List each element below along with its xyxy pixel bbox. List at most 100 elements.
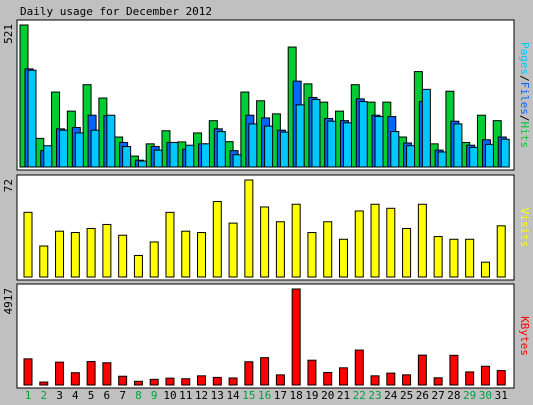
legend-files-label: Files [518,82,531,115]
bar-pages-day-22 [358,101,368,168]
bar-visits-day-28 [449,238,459,278]
x-tick-day-7: 7 [119,389,126,402]
x-tick-day-11: 11 [179,389,192,402]
bar-visits-day-3 [55,230,65,278]
bar-kbytes-day-3 [55,361,65,386]
legend-visits: Visits [518,208,531,248]
bar-kbytes-day-21 [338,367,348,386]
bar-kbytes-day-10 [165,377,175,386]
bar-pages-day-17 [279,131,289,168]
bar-kbytes-day-27 [433,377,443,386]
bar-pages-day-11 [185,144,195,168]
chart-title: Daily usage for December 2012 [20,5,212,18]
bar-kbytes-day-16 [260,357,270,386]
bar-pages-day-13 [216,131,226,168]
bar-kbytes-day-29 [465,371,475,386]
x-tick-day-17: 17 [274,389,287,402]
x-tick-day-8: 8 [135,389,142,402]
bar-pages-day-24 [390,131,400,168]
bar-visits-day-31 [496,225,506,278]
bar-pages-day-21 [342,122,352,168]
bar-kbytes-day-19 [307,359,317,386]
bar-kbytes-day-1 [23,358,33,386]
bar-kbytes-day-20 [323,372,333,386]
x-tick-day-22: 22 [353,389,366,402]
bar-pages-day-15 [248,123,258,168]
bar-visits-day-23 [370,203,380,278]
x-tick-day-21: 21 [337,389,350,402]
bar-visits-day-14 [228,222,238,278]
x-tick-day-27: 27 [432,389,445,402]
bar-kbytes-day-9 [149,378,159,386]
x-tick-day-26: 26 [416,389,429,402]
x-tick-day-4: 4 [72,389,79,402]
x-tick-day-16: 16 [258,389,271,402]
bar-kbytes-day-17 [275,374,285,386]
bar-visits-day-24 [386,207,396,278]
x-tick-day-3: 3 [56,389,63,402]
bar-pages-day-6 [106,114,116,168]
bar-pages-day-25 [406,145,416,168]
panel-bottom: 4917 [2,283,515,389]
x-tick-day-20: 20 [321,389,334,402]
x-tick-day-1: 1 [25,389,32,402]
x-axis-day-labels: 1 2 3 4 5 6 7 8 9 10 11 12 13 14 15 16 17 18 19 20 21 22 23 24 2… [25,389,508,402]
bar-pages-day-7 [122,146,132,168]
bar-pages-day-16 [264,125,274,168]
bar-visits-day-11 [181,230,191,278]
x-tick-day-10: 10 [163,389,176,402]
bar-pages-day-27 [437,151,447,168]
x-tick-day-30: 30 [479,389,492,402]
bar-kbytes-day-7 [118,375,128,386]
bar-pages-day-18 [295,104,305,168]
bar-pages-day-19 [311,98,321,168]
x-tick-day-12: 12 [195,389,208,402]
x-tick-day-15: 15 [242,389,255,402]
panel-bottom-ymax-label: 4917 [2,288,15,315]
panel-top: 521 [2,19,515,171]
bar-pages-day-2 [43,145,53,168]
legend-kbytes: KBytes [518,316,531,356]
bar-visits-day-12 [197,232,207,278]
bar-visits-day-1 [23,211,33,278]
bar-pages-day-30 [484,143,494,168]
bar-pages-day-10 [169,141,179,168]
x-tick-day-13: 13 [211,389,224,402]
bar-pages-day-12 [201,143,211,168]
chart-legends: Pages/Files/Hits Visits KBytes [518,42,531,356]
bar-visits-day-8 [133,254,143,278]
legend-visits-label: Visits [518,208,531,248]
chart-panels: 521 72 4917 [2,19,515,389]
x-tick-day-31: 31 [495,389,508,402]
bar-pages-day-20 [327,120,337,168]
legend-pages-files-hits: Pages/Files/Hits [518,42,531,148]
bar-pages-day-5 [90,129,100,168]
bar-visits-day-25 [402,228,412,278]
bar-visits-day-22 [354,210,364,278]
bar-visits-day-10 [165,211,175,278]
bar-pages-day-1 [27,69,37,168]
bar-visits-day-21 [338,238,348,278]
bar-visits-day-30 [480,261,490,278]
x-tick-day-24: 24 [384,389,398,402]
x-tick-day-23: 23 [368,389,381,402]
bar-visits-day-9 [149,241,159,278]
x-tick-day-14: 14 [226,389,240,402]
bar-pages-day-28 [453,123,463,168]
bar-visits-day-19 [307,232,317,278]
panel-top-ymax-label: 521 [2,24,15,44]
x-tick-day-25: 25 [400,389,413,402]
bar-kbytes-day-11 [181,378,191,386]
bar-kbytes-day-6 [102,362,112,386]
bar-kbytes-day-24 [386,372,396,386]
bar-kbytes-day-28 [449,354,459,386]
bar-visits-day-6 [102,223,112,278]
bar-kbytes-day-13 [212,376,222,386]
bar-kbytes-day-5 [86,361,96,386]
bar-kbytes-day-26 [417,354,427,386]
x-tick-day-6: 6 [104,389,111,402]
bar-pages-day-14 [232,154,242,168]
bar-kbytes-day-30 [480,365,490,386]
bar-kbytes-day-23 [370,375,380,386]
